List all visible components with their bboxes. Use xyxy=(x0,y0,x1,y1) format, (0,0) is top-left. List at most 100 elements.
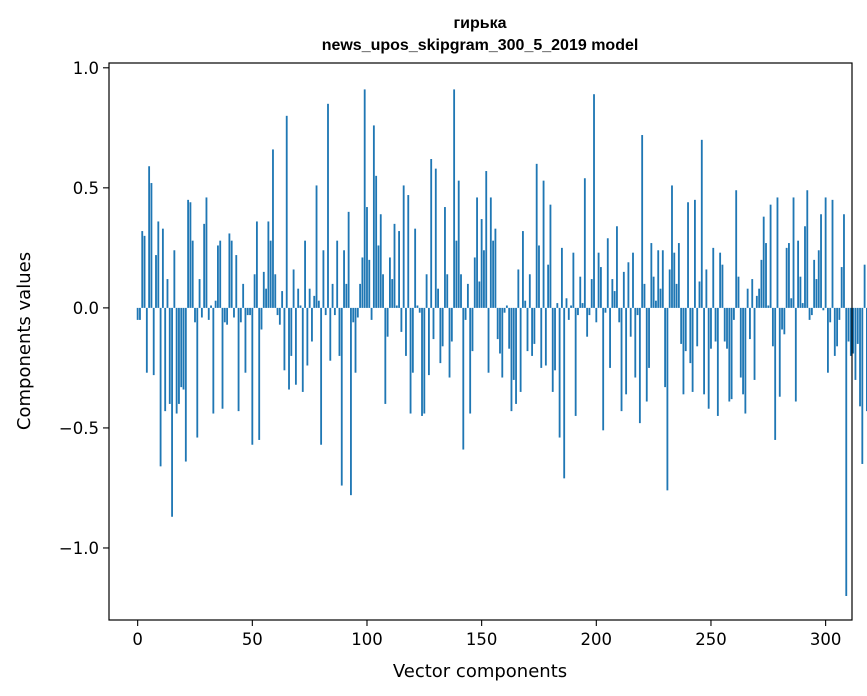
bar-175 xyxy=(538,245,540,308)
bar-242 xyxy=(691,307,694,392)
bar-291 xyxy=(804,226,806,308)
bar-157 xyxy=(496,307,499,340)
bar-133 xyxy=(441,307,444,347)
bar-243 xyxy=(694,199,696,308)
bar-147 xyxy=(473,257,476,308)
bar-54 xyxy=(260,307,263,330)
bar-146 xyxy=(471,307,474,352)
bar-299 xyxy=(822,307,825,311)
bar-series xyxy=(136,89,867,596)
bar-56 xyxy=(265,288,267,308)
bar-132 xyxy=(439,307,442,364)
bar-246 xyxy=(700,139,703,308)
bar-79 xyxy=(317,300,320,308)
bar-190 xyxy=(572,252,575,308)
bar-249 xyxy=(707,307,710,409)
bar-101 xyxy=(368,259,371,308)
bar-196 xyxy=(586,307,589,337)
bar-89 xyxy=(340,307,343,486)
bar-311 xyxy=(849,307,852,356)
x-tick-label: 300 xyxy=(810,630,842,649)
bar-280 xyxy=(778,307,781,397)
x-tick-label: 250 xyxy=(695,630,727,649)
bar-130 xyxy=(434,168,437,308)
bar-282 xyxy=(783,307,786,335)
bar-152 xyxy=(485,171,488,308)
bar-201 xyxy=(597,252,600,308)
bar-38 xyxy=(223,307,226,323)
bar-272 xyxy=(760,259,763,308)
bar-117 xyxy=(405,307,407,356)
bar-90 xyxy=(343,250,345,308)
x-axis-ticks: 0 50 100 150 200 250 300 xyxy=(132,620,841,649)
bar-61 xyxy=(276,307,279,316)
bar-161 xyxy=(505,305,508,308)
bar-312 xyxy=(852,307,855,354)
bar-45 xyxy=(239,307,242,323)
bar-186 xyxy=(563,307,566,479)
bar-9 xyxy=(157,221,160,308)
bar-98 xyxy=(361,257,364,308)
plot-frame xyxy=(108,62,853,621)
bar-62 xyxy=(278,307,281,325)
bar-269 xyxy=(753,307,756,380)
bar-30 xyxy=(205,197,208,308)
bar-198 xyxy=(590,279,593,308)
bar-235 xyxy=(675,283,678,308)
bar-136 xyxy=(448,307,451,378)
bar-28 xyxy=(200,307,203,318)
bar-209 xyxy=(616,226,618,308)
bar-251 xyxy=(712,247,715,308)
bar-240 xyxy=(687,202,689,308)
y-tick-label: 0.0 xyxy=(73,299,99,318)
bar-222 xyxy=(645,307,648,402)
bar-286 xyxy=(792,197,795,308)
bar-229 xyxy=(661,250,664,308)
bar-22 xyxy=(187,199,190,308)
bar-10 xyxy=(159,307,162,467)
y-tick-label: 0.5 xyxy=(73,179,99,198)
bar-262 xyxy=(737,276,740,308)
bar-252 xyxy=(714,307,717,342)
bar-96 xyxy=(356,307,359,318)
bar-223 xyxy=(648,307,650,368)
bar-216 xyxy=(632,252,634,308)
bar-258 xyxy=(728,307,731,402)
bar-114 xyxy=(398,231,400,308)
bar-194 xyxy=(581,303,584,308)
bar-58 xyxy=(269,240,272,308)
bar-19 xyxy=(180,307,183,388)
bar-180 xyxy=(549,204,552,308)
bar-109 xyxy=(386,307,389,337)
bar-160 xyxy=(503,307,506,313)
bar-107 xyxy=(382,274,384,308)
bar-221 xyxy=(643,283,646,308)
bar-144 xyxy=(466,283,469,308)
bar-41 xyxy=(230,240,233,308)
bar-40 xyxy=(228,233,231,308)
bar-32 xyxy=(210,305,212,308)
bar-267 xyxy=(749,307,751,340)
bar-0 xyxy=(136,307,139,320)
bar-14 xyxy=(168,307,171,404)
bar-67 xyxy=(290,307,293,356)
bar-139 xyxy=(455,240,458,308)
bar-179 xyxy=(547,264,550,308)
bar-134 xyxy=(444,207,446,308)
bar-25 xyxy=(194,307,196,323)
bar-316 xyxy=(861,307,864,464)
bar-138 xyxy=(453,89,456,308)
bar-284 xyxy=(788,243,790,308)
bar-181 xyxy=(551,307,554,392)
bar-74 xyxy=(306,307,309,366)
bar-43 xyxy=(235,255,238,308)
bar-108 xyxy=(384,307,387,404)
bar-205 xyxy=(606,238,609,308)
bar-293 xyxy=(808,307,811,320)
bar-91 xyxy=(345,283,348,308)
bar-264 xyxy=(742,307,744,395)
bar-13 xyxy=(166,279,169,308)
bar-49 xyxy=(249,307,251,316)
bar-275 xyxy=(767,305,770,308)
bar-233 xyxy=(671,185,673,308)
